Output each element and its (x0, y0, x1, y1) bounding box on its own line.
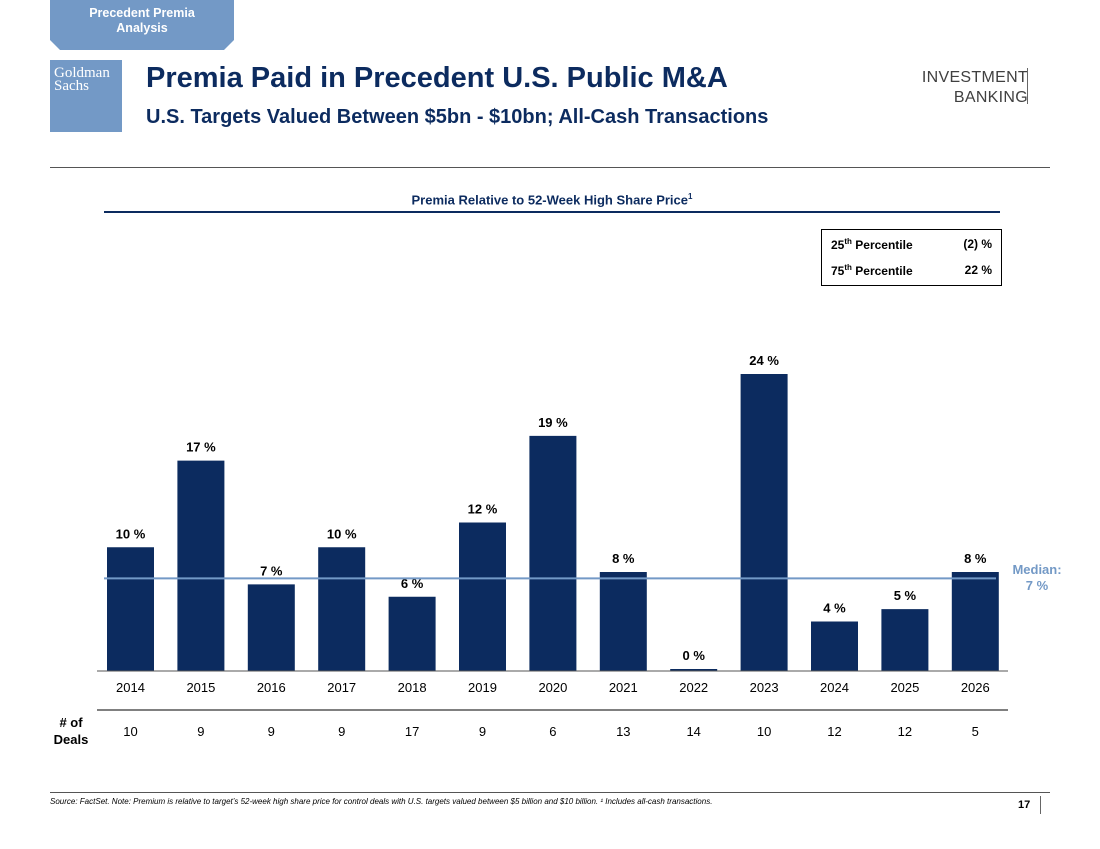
median-label: Median: 7 % (1004, 562, 1070, 594)
deal-count-2018: 17 (405, 724, 419, 739)
bar-2026 (951, 572, 999, 671)
data-label-2022: 0 % (682, 648, 705, 663)
chart-title-rule (104, 211, 1000, 213)
x-tick-2016: 2016 (257, 680, 286, 695)
goldman-sachs-logo: Goldman Sachs (50, 60, 122, 132)
bar-2024 (811, 621, 858, 671)
percentile-label: Percentile (855, 264, 913, 278)
deal-count-2022: 14 (686, 724, 700, 739)
page-title: Premia Paid in Precedent U.S. Public M&A (146, 62, 728, 94)
x-tick-2014: 2014 (116, 680, 145, 695)
data-label-2015: 17 % (186, 440, 216, 455)
x-tick-2018: 2018 (398, 680, 427, 695)
bar-2019 (459, 522, 506, 671)
x-tick-2026: 2026 (961, 680, 990, 695)
percentile-label: Percentile (855, 238, 913, 252)
deals-label-line1: # of (59, 715, 83, 730)
section-tab-line1: Precedent Premia (89, 6, 195, 20)
deal-count-2016: 9 (268, 724, 275, 739)
data-label-2019: 12 % (468, 502, 498, 517)
section-tab-shape (50, 0, 234, 50)
data-label-2020: 19 % (538, 415, 568, 430)
x-tick-2017: 2017 (327, 680, 356, 695)
data-label-2025: 5 % (894, 588, 917, 603)
x-tick-2020: 2020 (538, 680, 567, 695)
chart-title-text: Premia Relative to 52-Week High Share Pr… (411, 192, 689, 208)
page-subtitle: U.S. Targets Valued Between $5bn - $10bn… (146, 106, 769, 128)
division-line2: BANKING (953, 89, 1028, 106)
bar-2017 (318, 547, 366, 671)
data-label-2014: 10 % (116, 526, 146, 541)
division-line1: INVESTMENT (921, 69, 1028, 86)
bar-2022 (670, 669, 718, 671)
bar-2025 (881, 609, 929, 671)
bar-2016 (247, 584, 295, 671)
bar-2018 (388, 596, 436, 671)
deals-label-line2: Deals (53, 732, 89, 747)
percentile-box: 25th Percentile (2) % 75th Percentile 22… (821, 229, 1002, 286)
chart-title: Premia Relative to 52-Week High Share Pr… (104, 192, 1000, 207)
division-divider (1027, 68, 1028, 104)
x-tick-2023: 2023 (750, 680, 779, 695)
x-tick-2024: 2024 (820, 680, 849, 695)
source-footnote: Source: FactSet. Note: Premium is relati… (50, 797, 713, 806)
section-tab-line2: Analysis (116, 21, 168, 35)
deal-count-2024: 12 (827, 724, 841, 739)
logo-line2: Sachs (54, 78, 89, 94)
percentile-suffix: th (844, 263, 852, 272)
deal-count-2023: 10 (757, 724, 771, 739)
bar-2014 (107, 547, 154, 671)
deal-count-2015: 9 (197, 724, 204, 739)
data-label-2026: 8 % (964, 551, 987, 566)
deals-label: # of Deals (48, 714, 94, 748)
deal-count-2017: 9 (338, 724, 345, 739)
data-label-2017: 10 % (327, 526, 357, 541)
x-tick-2025: 2025 (890, 680, 919, 695)
data-label-2023: 24 % (749, 353, 779, 368)
deal-count-2025: 12 (898, 724, 912, 739)
bar-2015 (177, 460, 225, 671)
data-label-2024: 4 % (823, 601, 846, 616)
deal-count-2019: 9 (479, 724, 486, 739)
bar-2023 (740, 374, 788, 671)
percentile-value: 22 % (964, 263, 992, 277)
percentile-suffix: th (844, 237, 852, 246)
chart-title-footnote: 1 (688, 192, 693, 201)
data-label-2016: 7 % (260, 563, 283, 578)
deal-count-2020: 6 (549, 724, 556, 739)
x-tick-2015: 2015 (186, 680, 215, 695)
footer-rule (50, 792, 1050, 793)
page-number: 17 (1018, 799, 1031, 811)
deal-count-2014: 10 (123, 724, 137, 739)
median-label-line2: 7 % (1025, 578, 1049, 593)
bar-2021 (599, 572, 647, 671)
percentile-value: (2) % (963, 237, 992, 251)
deal-count-2026: 5 (972, 724, 979, 739)
percentile-rank: 25 (831, 238, 845, 252)
division-label: INVESTMENT BANKING (922, 68, 1028, 108)
x-tick-2022: 2022 (679, 680, 708, 695)
x-tick-2021: 2021 (609, 680, 638, 695)
deal-count-2021: 13 (616, 724, 630, 739)
header-rule (50, 167, 1050, 168)
data-label-2021: 8 % (612, 551, 635, 566)
section-tab: Precedent Premia Analysis (50, 0, 234, 52)
logo-line1: Goldman (54, 65, 110, 81)
percentile-rank: 75 (831, 264, 845, 278)
page-number-divider (1040, 796, 1041, 814)
x-tick-2019: 2019 (468, 680, 497, 695)
median-label-line1: Median: (1012, 562, 1062, 577)
data-label-2018: 6 % (401, 576, 424, 591)
bar-2020 (529, 435, 577, 671)
